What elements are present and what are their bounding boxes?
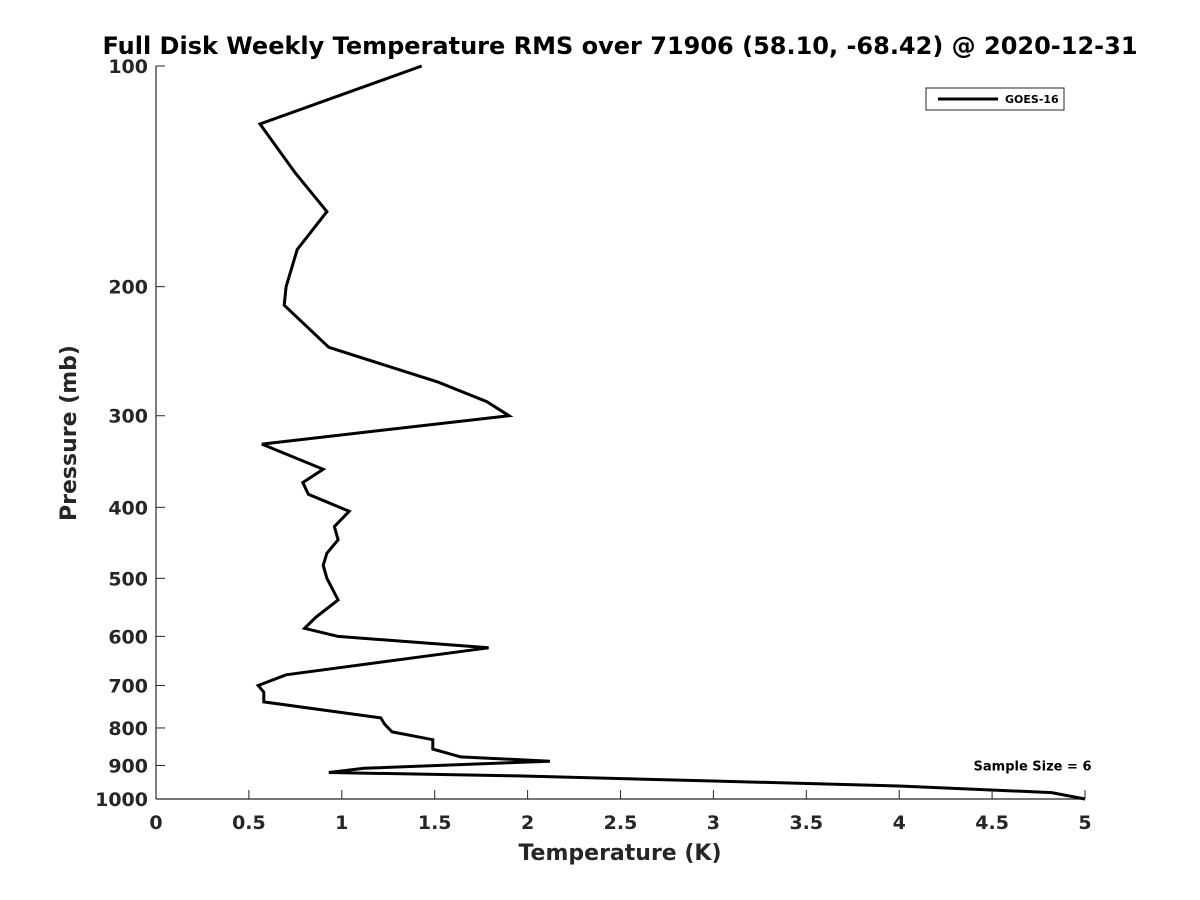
chart-title: Full Disk Weekly Temperature RMS over 71… [102,32,1137,60]
y-tick-label: 500 [108,568,148,590]
x-tick-label: 5 [1078,812,1091,834]
x-tick-label: 2.5 [604,812,638,834]
x-tick-label: 3.5 [789,812,823,834]
x-tick-label: 0 [149,812,162,834]
y-tick-label: 700 [108,675,148,697]
y-tick-label: 400 [108,497,148,519]
plot-axes [155,66,1085,800]
y-axis-label: Pressure (mb) [57,345,82,521]
x-tick-label: 4 [893,812,906,834]
y-tick-label: 600 [108,626,148,648]
sample-size-annotation: Sample Size = 6 [974,759,1092,774]
y-tick-label: 200 [108,277,148,299]
series-line-goes-16 [255,64,1086,801]
x-tick-label: 1 [335,812,348,834]
data-series [255,64,1086,801]
y-tick-label: 900 [108,755,148,777]
x-tick-label: 2 [521,812,534,834]
legend-label-goes-16: GOES-16 [1005,93,1059,106]
x-tick-label: 1.5 [418,812,452,834]
x-tick-label: 0.5 [232,812,266,834]
x-axis-ticks: 0 0.5 1 1.5 2 2.5 3 3.5 4 4.5 5 [149,790,1092,834]
y-tick-label: 100 [108,56,148,78]
legend: GOES-16 [925,87,1065,111]
x-tick-label: 3 [707,812,720,834]
x-axis-label: Temperature (K) [518,841,721,866]
y-axis-ticks: 100 200 300 400 500 600 700 800 900 1000 [95,56,165,811]
y-tick-label: 300 [108,406,148,428]
y-tick-label: 1000 [95,789,148,811]
y-tick-label: 800 [108,718,148,740]
x-tick-label: 4.5 [975,812,1009,834]
